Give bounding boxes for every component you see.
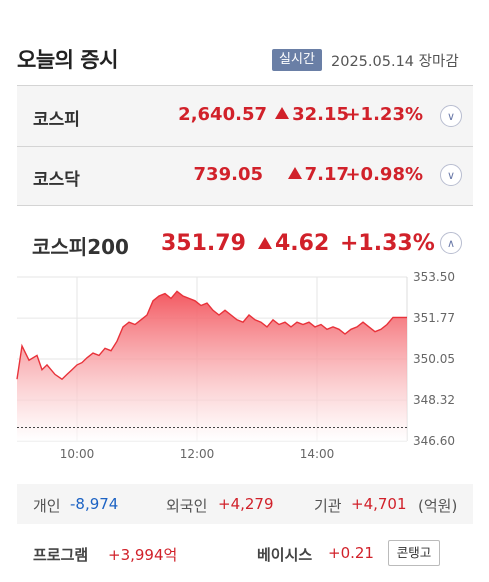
divider: [17, 85, 473, 86]
y-tick-label: 351.77: [413, 311, 455, 325]
divider: [17, 146, 473, 147]
foreign-value: +4,279: [218, 495, 274, 513]
index-value: 2,640.57: [178, 104, 267, 125]
chevron-down-icon[interactable]: ∨: [440, 105, 462, 127]
up-arrow-icon: [258, 237, 272, 249]
featured-index-change: 4.62: [258, 231, 329, 256]
x-tick-label: 10:00: [60, 447, 95, 461]
program-summary: 프로그램 +3,994억 베이시스 +0.21 콘탱고: [17, 538, 473, 572]
y-tick-label: 353.50: [413, 270, 455, 284]
basis-label: 베이시스: [257, 546, 313, 564]
divider: [17, 205, 473, 206]
program-label: 프로그램: [33, 546, 89, 564]
featured-index-value: 351.79: [161, 231, 246, 256]
up-arrow-icon: [287, 167, 302, 179]
realtime-badge: 실시간: [272, 49, 322, 71]
index-row-kospi[interactable]: 코스피 2,640.57 32.15 +1.23% ∨: [17, 86, 473, 146]
index-percent: +1.23%: [345, 104, 423, 125]
featured-index-percent: +1.33%: [340, 231, 435, 256]
chart-area-fill: [17, 291, 407, 441]
market-status: 장마감: [418, 54, 459, 70]
up-arrow-icon: [275, 107, 290, 119]
index-row-kosdaq[interactable]: 코스닥 739.05 7.17 +0.98% ∨: [17, 147, 473, 205]
basis-value: +0.21: [328, 544, 374, 562]
unit-label: (억원): [418, 497, 458, 515]
chevron-down-icon[interactable]: ∨: [440, 164, 462, 186]
index-name: 코스닥: [33, 170, 80, 190]
market-date: 2025.05.14: [331, 54, 415, 70]
intraday-chart: 353.50 351.77 350.05 348.32 346.60 10:00 12:0…: [16, 270, 455, 461]
institution-label: 기관: [314, 497, 342, 515]
market-date-status: 2025.05.14 장마감: [331, 50, 459, 71]
contango-badge: 콘탱고: [388, 540, 440, 566]
index-value: 739.05: [193, 164, 263, 185]
individual-value: -8,974: [70, 495, 119, 513]
program-value: +3,994억: [108, 546, 178, 564]
x-tick-label: 14:00: [300, 447, 335, 461]
individual-label: 개인: [33, 497, 61, 515]
y-tick-label: 346.60: [413, 434, 455, 448]
foreign-label: 외국인: [166, 497, 208, 515]
index-name: 코스피: [33, 110, 80, 130]
investor-summary: 개인 -8,974 외국인 +4,279 기관 +4,701 (억원): [17, 484, 473, 524]
x-tick-label: 12:00: [180, 447, 215, 461]
chevron-up-icon[interactable]: ∧: [440, 232, 462, 254]
institution-value: +4,701: [351, 495, 407, 513]
y-tick-label: 348.32: [413, 393, 455, 407]
page-title: 오늘의 증시: [17, 48, 118, 72]
index-percent: +0.98%: [345, 164, 423, 185]
chart-price-line: [16, 290, 407, 381]
featured-index-name: 코스피200: [32, 235, 129, 259]
y-tick-label: 350.05: [413, 352, 455, 366]
index-change: 32.15: [275, 104, 349, 125]
index-change: 7.17: [287, 164, 349, 185]
